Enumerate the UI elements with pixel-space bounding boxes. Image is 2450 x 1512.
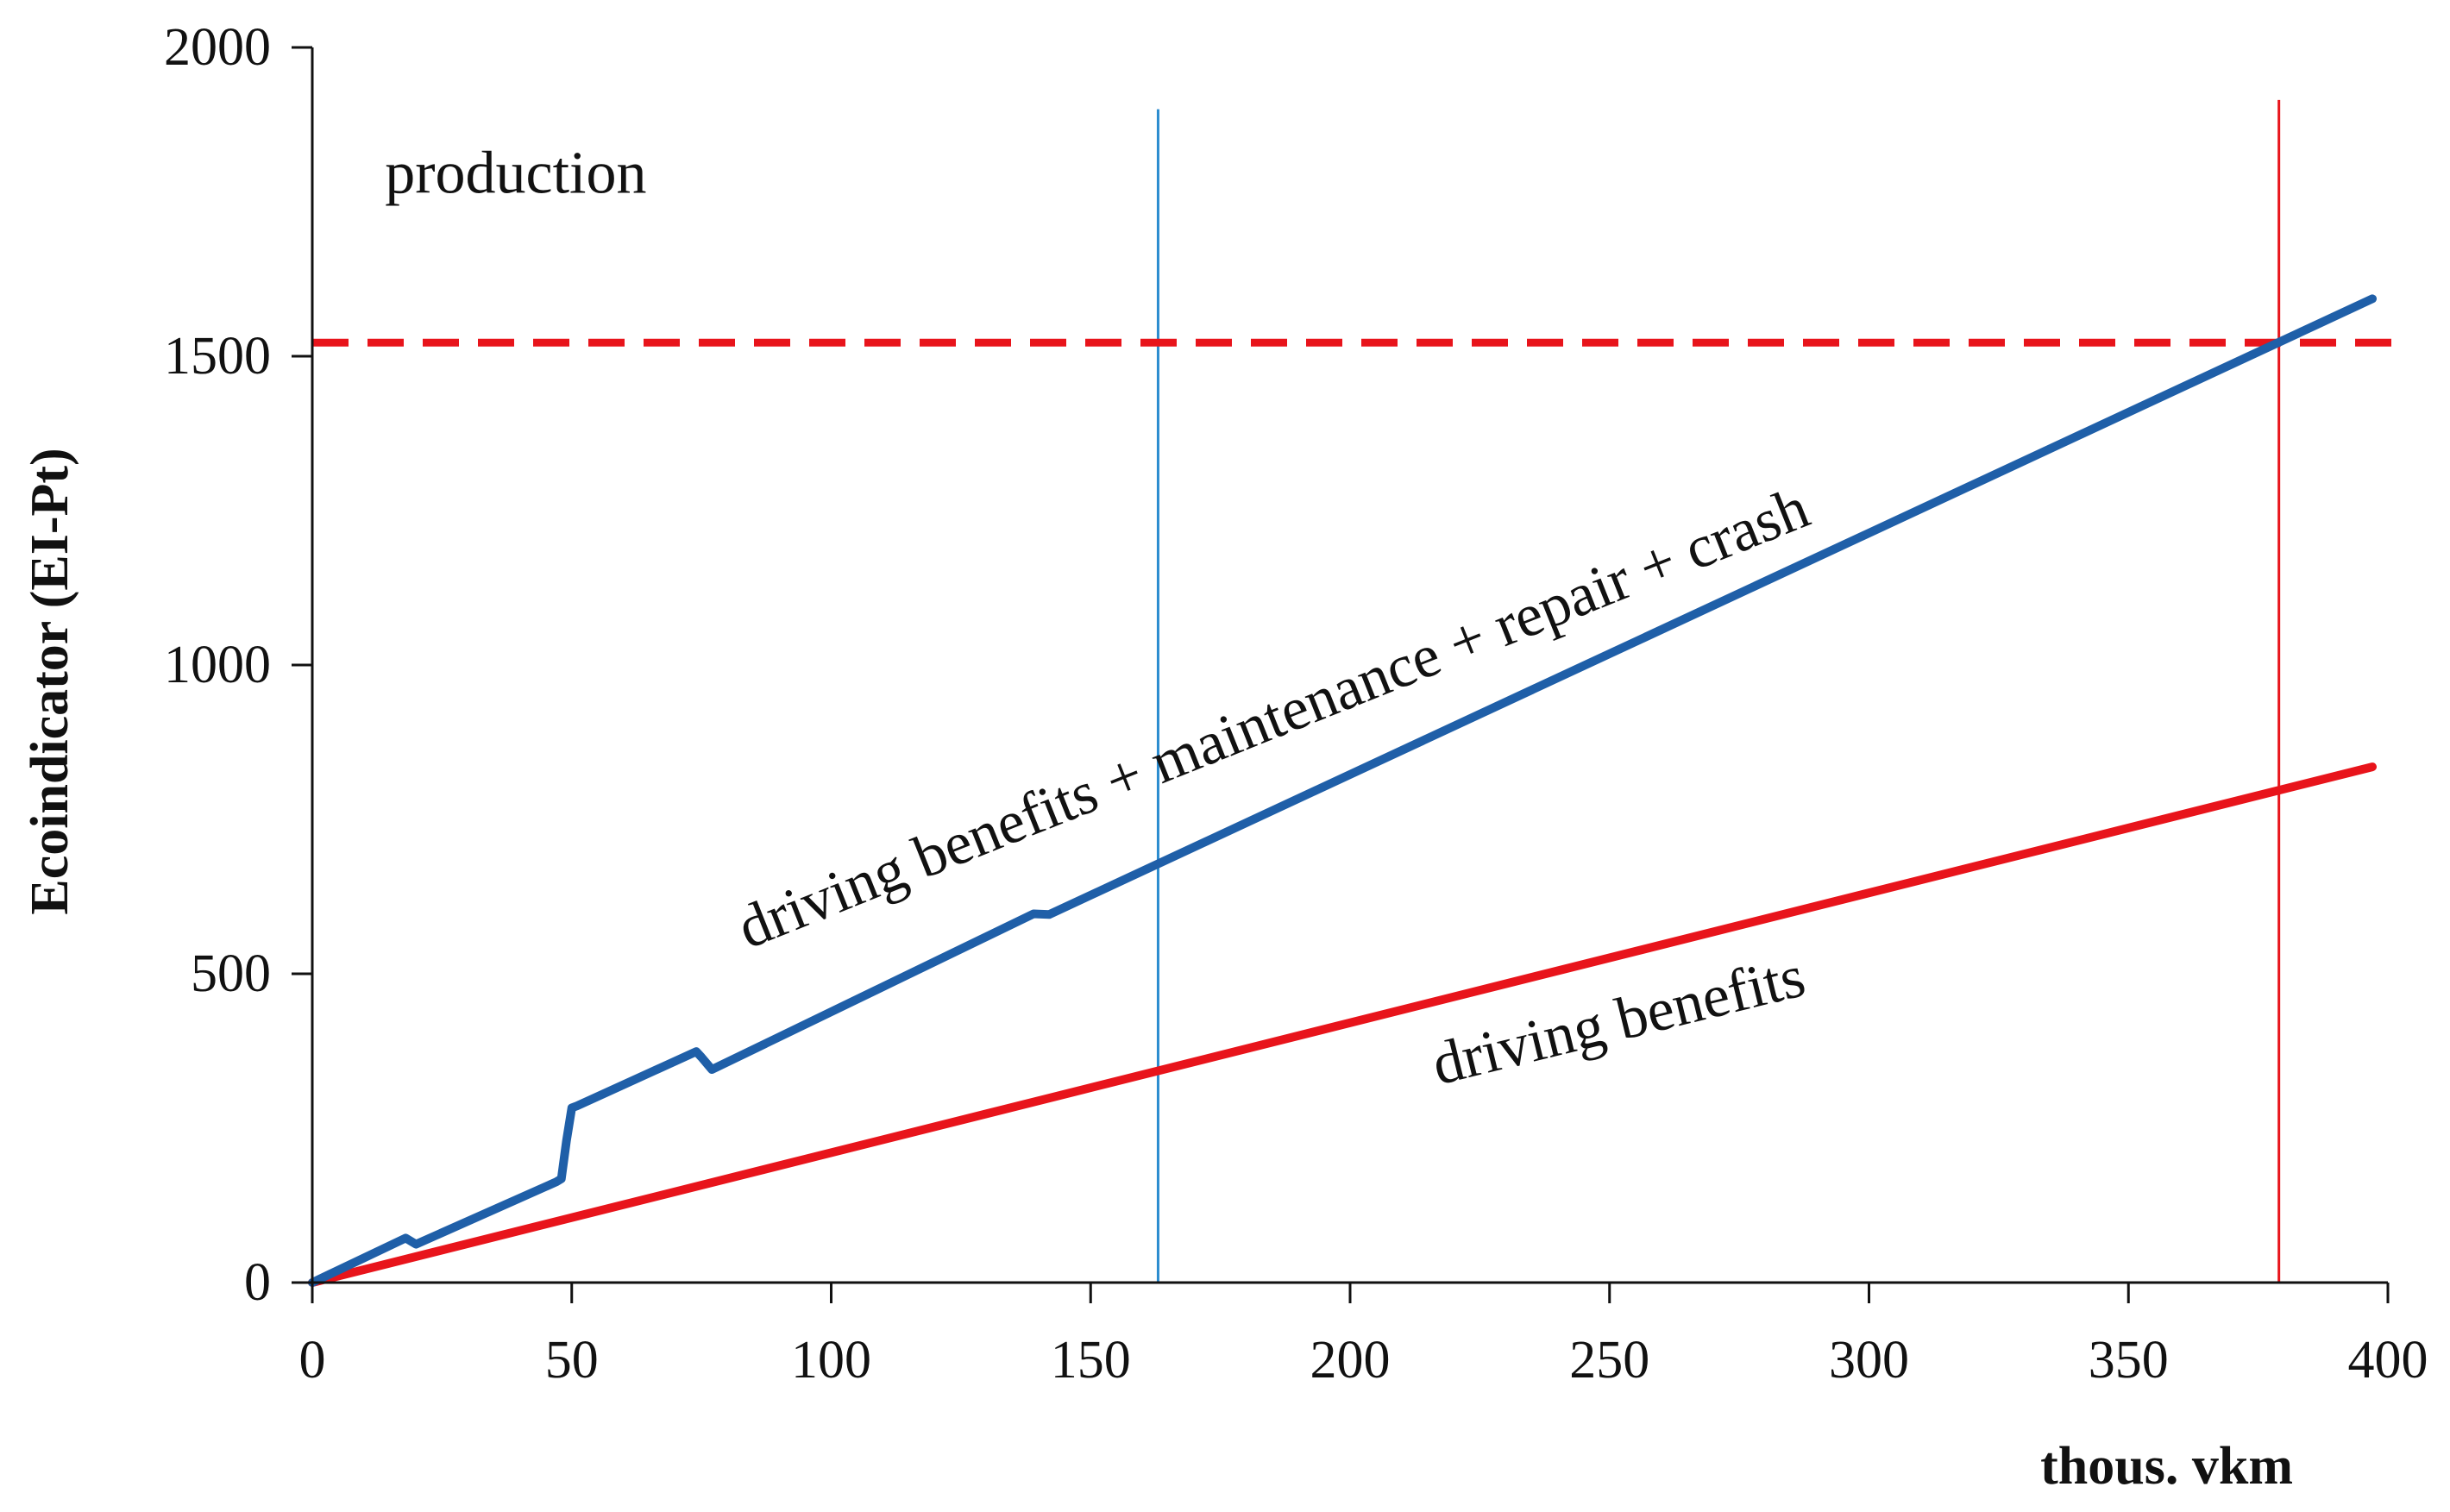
x-tick-label: 400 bbox=[2348, 1331, 2428, 1390]
y-tick-label: 500 bbox=[191, 944, 271, 1003]
x-tick-label: 200 bbox=[1310, 1331, 1391, 1390]
x-tick-label: 50 bbox=[545, 1331, 599, 1390]
plot-area bbox=[308, 99, 2398, 1287]
x-axis-title: thous. vkm bbox=[2040, 1437, 2293, 1496]
x-tick-label: 350 bbox=[2089, 1331, 2169, 1390]
y-tick-label: 1000 bbox=[164, 636, 271, 694]
y-axis-title: Ecoindicator (EI-Pt) bbox=[21, 448, 79, 914]
x-tick-label: 0 bbox=[299, 1331, 326, 1390]
annotation-2: driving benefits + maintenance + repair … bbox=[729, 474, 1819, 962]
x-tick-label: 100 bbox=[791, 1331, 871, 1390]
annotation-1: production bbox=[385, 140, 646, 206]
y-tick-label: 2000 bbox=[164, 18, 271, 77]
axes: 0 500 1000 1500 2000 0 50 100 150 200 250 300 350 400 bbox=[164, 18, 2428, 1390]
x-tick-label: 250 bbox=[1569, 1331, 1649, 1390]
y-tick-label: 0 bbox=[244, 1253, 271, 1312]
series-line-driving-benefits bbox=[308, 762, 2377, 1287]
annotation-3: driving benefits bbox=[1426, 943, 1812, 1098]
x-tick-label: 300 bbox=[1829, 1331, 1909, 1390]
y-tick-label: 1500 bbox=[164, 327, 271, 386]
x-tick-label: 150 bbox=[1051, 1331, 1131, 1390]
series-line-driving-benefits-maintenance-repair-crash bbox=[308, 294, 2377, 1287]
